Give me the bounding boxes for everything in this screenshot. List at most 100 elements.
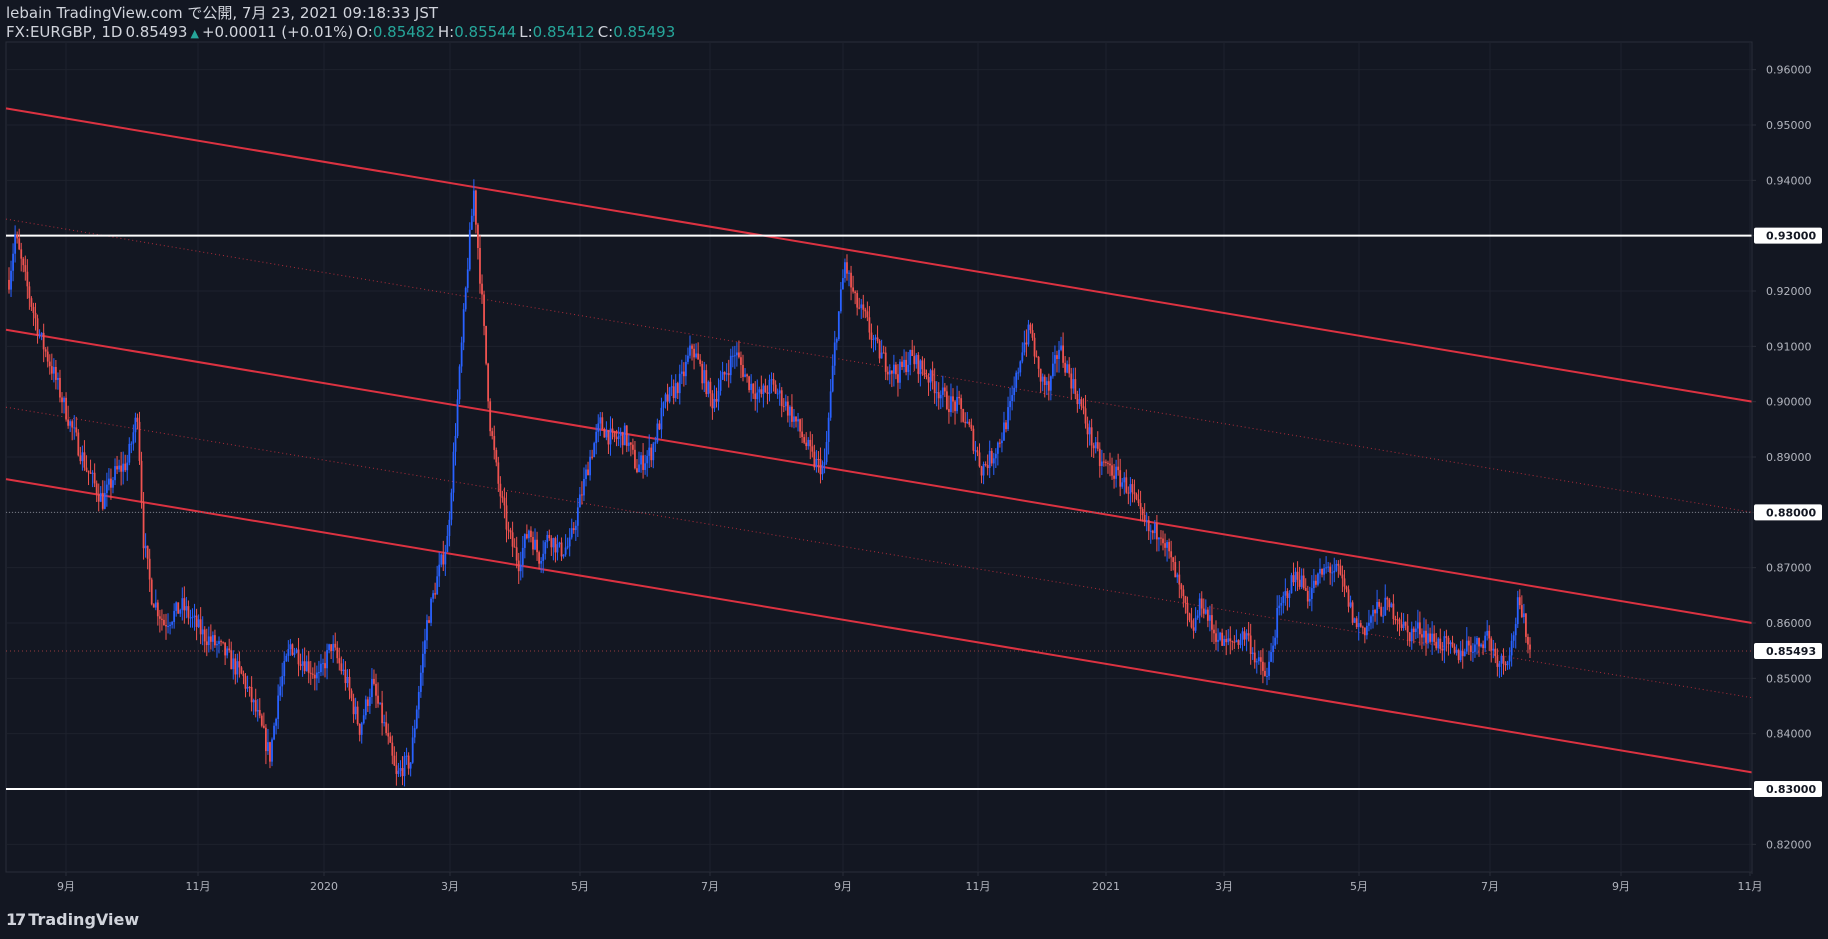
candle-body xyxy=(1518,597,1521,606)
axes: 0.82000 0.83000 0.84000 0.85000 0.86000 0.870… xyxy=(57,42,1822,893)
candle-body xyxy=(678,373,681,394)
candle-body xyxy=(642,455,644,470)
candle-body xyxy=(1416,622,1419,629)
candle-body xyxy=(876,337,879,341)
candle-body xyxy=(173,610,176,623)
candle-body xyxy=(283,661,286,677)
candle-body xyxy=(913,356,916,365)
candle-body xyxy=(1170,551,1173,558)
candle-body xyxy=(152,604,155,608)
candle-body xyxy=(18,238,21,250)
candle-body xyxy=(250,687,253,703)
candle-body xyxy=(768,379,771,394)
y-tick-label: 0.89000 xyxy=(1766,451,1812,464)
candle-body xyxy=(992,458,995,464)
candle-body xyxy=(827,417,830,442)
candle-body xyxy=(952,396,954,402)
close-label: C: xyxy=(597,23,614,41)
candle-body xyxy=(682,371,685,377)
candle-body xyxy=(627,442,630,446)
candle-body xyxy=(695,353,698,358)
candle-body xyxy=(1072,379,1075,389)
tradingview-mark-icon: 17 xyxy=(6,910,26,929)
candle-body xyxy=(1188,613,1191,621)
candle-body xyxy=(972,428,975,451)
candle-body xyxy=(197,619,200,627)
chart-header: lebain TradingView.com で公開, 7月 23, 2021 … xyxy=(6,4,678,43)
candle-body xyxy=(1143,514,1146,522)
candle-body xyxy=(974,450,977,452)
candle-body xyxy=(1049,376,1052,391)
candle-body xyxy=(528,530,530,539)
candle-body xyxy=(391,742,394,756)
candle-body xyxy=(1186,602,1189,614)
candle-body xyxy=(1500,655,1503,664)
candle-body xyxy=(833,342,836,366)
candle-body xyxy=(1327,566,1330,568)
candle-body xyxy=(589,456,591,476)
candle-body xyxy=(774,384,777,394)
candle-body xyxy=(328,644,331,651)
candle-body xyxy=(415,709,418,729)
candle-body xyxy=(54,366,57,380)
candle-body xyxy=(419,672,422,692)
candle-body xyxy=(1155,523,1158,540)
x-tick-label: 7月 xyxy=(1481,880,1499,893)
candle-body xyxy=(220,641,222,643)
candle-body xyxy=(917,354,920,375)
candle-body xyxy=(472,190,475,216)
candle-body xyxy=(705,370,708,395)
candle-body xyxy=(128,443,131,463)
candle-body xyxy=(1086,423,1089,435)
candle-body xyxy=(511,532,514,547)
candle-body xyxy=(691,345,693,349)
candle-body xyxy=(1243,631,1246,640)
candle-body xyxy=(181,598,184,610)
candle-body xyxy=(97,494,100,502)
candle-body xyxy=(568,537,571,547)
candle-body xyxy=(448,519,451,536)
candle-body xyxy=(872,338,875,340)
candle-body xyxy=(576,507,579,526)
candle-body xyxy=(982,464,985,476)
candle-body xyxy=(1276,608,1279,638)
candle-body xyxy=(483,294,485,326)
candle-body xyxy=(297,649,300,665)
candle-body xyxy=(911,349,914,357)
candle-body xyxy=(564,547,567,555)
candle-body xyxy=(1443,636,1446,651)
candle-body xyxy=(970,424,973,429)
candle-body xyxy=(146,545,149,559)
candle-body xyxy=(631,444,634,450)
candle-body xyxy=(707,381,710,395)
candle-body xyxy=(85,467,88,471)
candle-body xyxy=(1094,442,1097,449)
candle-body xyxy=(1117,466,1120,471)
candle-body xyxy=(114,466,116,481)
candle-body xyxy=(611,428,614,432)
candle-body xyxy=(605,430,608,438)
last-price-label-bg xyxy=(1754,643,1822,660)
candle-body xyxy=(752,383,755,394)
candle-body xyxy=(723,371,726,375)
candle-body xyxy=(295,649,298,653)
candle-body xyxy=(725,373,728,375)
tradingview-wordmark: TradingView xyxy=(28,910,140,929)
candle-body xyxy=(1190,620,1193,628)
horizontal-levels xyxy=(6,234,1752,790)
candle-body xyxy=(199,619,202,635)
candle-body xyxy=(1506,661,1509,666)
candle-body xyxy=(1480,644,1482,647)
candle-body xyxy=(101,492,104,509)
candle-body xyxy=(948,409,950,413)
candle-body xyxy=(554,538,557,553)
candle-body xyxy=(309,672,312,674)
candle-body xyxy=(1225,638,1228,643)
tradingview-logo[interactable]: 17 TradingView xyxy=(6,910,139,929)
candle-body xyxy=(1074,379,1077,394)
candle-body xyxy=(1137,499,1140,504)
candle-body xyxy=(1363,627,1366,636)
candle-body xyxy=(313,674,316,679)
candle-body xyxy=(550,538,553,548)
